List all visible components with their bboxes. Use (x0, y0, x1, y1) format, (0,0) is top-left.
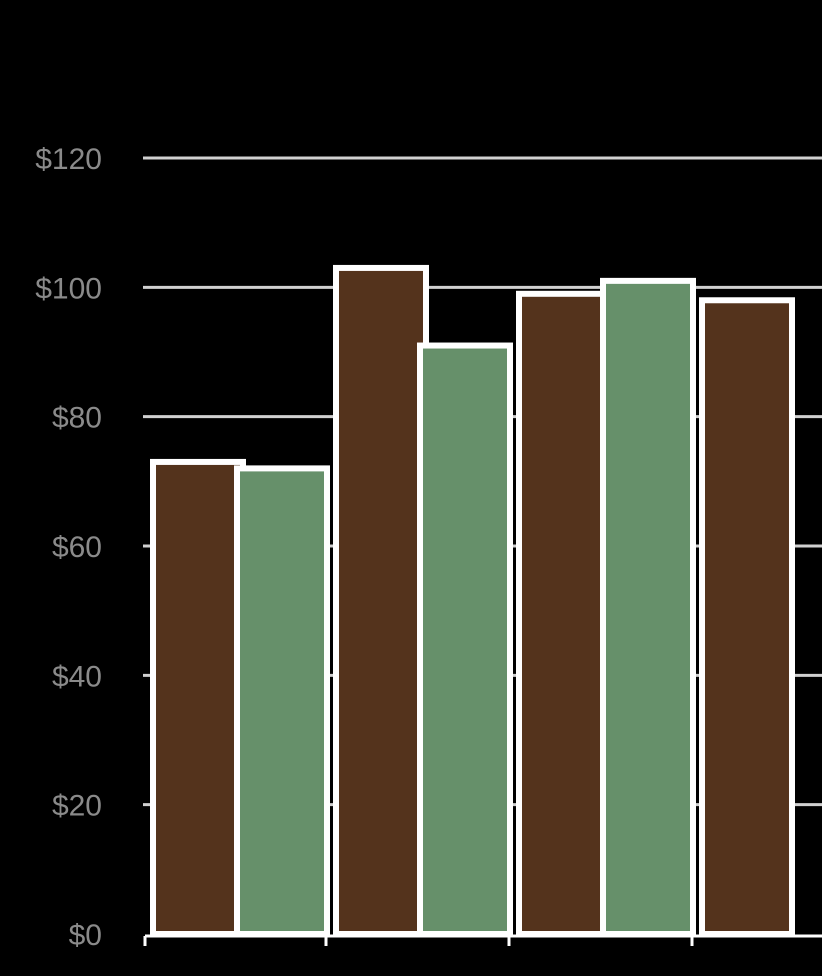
bar-series-1 (516, 290, 612, 937)
y-tick-label: $0 (69, 919, 102, 952)
y-tick-label: $100 (35, 272, 102, 305)
bar-series-2 (417, 342, 513, 937)
bar-series-1 (150, 458, 246, 937)
bar-series-1 (333, 264, 429, 937)
y-tick-label: $120 (35, 143, 102, 176)
y-tick-label: $40 (52, 660, 102, 693)
x-axis (143, 934, 822, 946)
y-tick-label: $20 (52, 790, 102, 823)
bar-series-1 (699, 297, 795, 937)
y-tick-label: $80 (52, 402, 102, 435)
bar-series-2 (234, 465, 330, 937)
y-tick-labels: $0 $20 $40 $60 $80 $100 $120 (35, 143, 102, 952)
bars (150, 264, 795, 938)
bar-series-2 (600, 277, 696, 938)
y-tick-label: $60 (52, 531, 102, 564)
